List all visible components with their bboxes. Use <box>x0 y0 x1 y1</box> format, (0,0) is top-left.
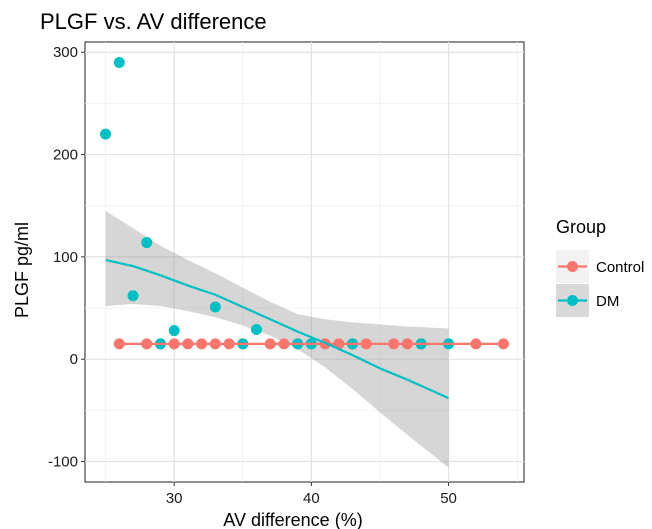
y-tick-label: 300 <box>53 44 78 61</box>
x-axis: 30 40 50 <box>166 482 457 507</box>
data-point-dm <box>100 128 112 140</box>
x-tick-label: 50 <box>440 490 457 507</box>
legend-label-control: Control <box>596 259 644 276</box>
trend-line-dm <box>105 258 449 400</box>
x-axis-label: AV difference (%) <box>223 510 362 529</box>
plot-background <box>84 41 525 483</box>
data-point-dm <box>250 324 262 336</box>
data-point-dm <box>209 301 221 313</box>
data-point-dm <box>168 325 180 337</box>
legend-point-dm <box>567 295 578 306</box>
data-point-dm <box>113 56 125 68</box>
legend-label-dm: DM <box>596 293 619 310</box>
data-point-dm <box>127 290 139 302</box>
legend-point-control <box>567 261 578 272</box>
x-tick-label: 30 <box>166 490 183 507</box>
chart-title: PLGF vs. AV difference <box>40 9 267 34</box>
y-axis: -100 0 100 200 300 <box>48 44 85 471</box>
y-tick-label: 100 <box>53 249 78 266</box>
plot-panel <box>84 41 525 483</box>
legend: Group Control DM <box>556 217 644 317</box>
y-axis-label: PLGF pg/ml <box>12 222 32 318</box>
y-tick-label: 200 <box>53 147 78 164</box>
data-point-dm <box>141 237 153 249</box>
legend-title: Group <box>556 217 606 237</box>
y-tick-label: -100 <box>48 454 78 471</box>
y-tick-label: 0 <box>70 351 78 368</box>
confidence-band <box>105 210 449 468</box>
x-tick-label: 40 <box>303 490 320 507</box>
